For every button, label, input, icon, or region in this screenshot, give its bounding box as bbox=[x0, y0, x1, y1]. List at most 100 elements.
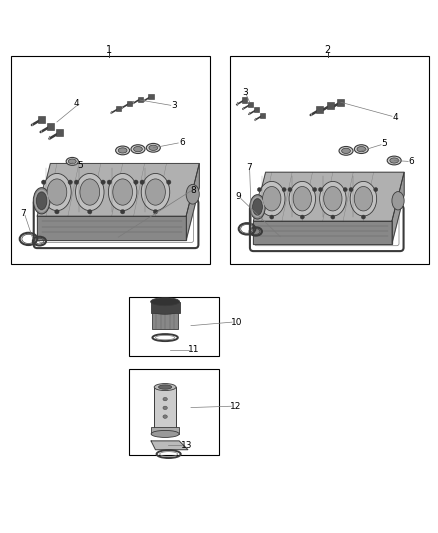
Ellipse shape bbox=[163, 415, 167, 418]
Ellipse shape bbox=[43, 173, 71, 211]
Ellipse shape bbox=[374, 188, 378, 191]
Text: 11: 11 bbox=[188, 345, 199, 354]
Ellipse shape bbox=[318, 188, 322, 191]
Bar bbox=[148, 94, 154, 99]
Ellipse shape bbox=[76, 173, 104, 211]
Bar bbox=[230, 56, 429, 264]
Bar bbox=[129, 297, 219, 356]
Ellipse shape bbox=[300, 215, 304, 219]
Ellipse shape bbox=[42, 180, 46, 184]
Ellipse shape bbox=[146, 143, 160, 152]
Ellipse shape bbox=[288, 188, 292, 191]
Bar bbox=[242, 98, 247, 103]
Ellipse shape bbox=[357, 147, 366, 152]
Bar bbox=[154, 387, 176, 429]
Ellipse shape bbox=[151, 431, 179, 438]
Ellipse shape bbox=[293, 187, 311, 211]
Ellipse shape bbox=[118, 148, 127, 153]
Ellipse shape bbox=[33, 188, 50, 214]
Ellipse shape bbox=[392, 191, 404, 210]
Ellipse shape bbox=[289, 181, 315, 216]
Ellipse shape bbox=[107, 180, 112, 184]
Text: 6: 6 bbox=[179, 138, 185, 147]
Bar bbox=[116, 106, 121, 111]
Text: 4: 4 bbox=[74, 99, 79, 108]
Text: 8: 8 bbox=[190, 186, 196, 195]
Ellipse shape bbox=[113, 179, 132, 205]
Bar bbox=[248, 102, 253, 107]
Text: 12: 12 bbox=[230, 402, 241, 411]
Ellipse shape bbox=[149, 145, 158, 150]
Ellipse shape bbox=[140, 180, 145, 184]
Ellipse shape bbox=[141, 173, 170, 211]
Ellipse shape bbox=[250, 195, 265, 219]
Polygon shape bbox=[151, 441, 188, 450]
Ellipse shape bbox=[120, 209, 125, 214]
Ellipse shape bbox=[350, 181, 377, 216]
Ellipse shape bbox=[387, 156, 401, 165]
Text: 3: 3 bbox=[171, 101, 177, 110]
FancyBboxPatch shape bbox=[39, 205, 194, 243]
Ellipse shape bbox=[258, 188, 261, 191]
Bar bbox=[316, 106, 323, 113]
Ellipse shape bbox=[159, 385, 172, 389]
Ellipse shape bbox=[88, 209, 92, 214]
Text: 4: 4 bbox=[392, 112, 398, 122]
FancyBboxPatch shape bbox=[250, 205, 403, 251]
Bar bbox=[260, 113, 265, 118]
Polygon shape bbox=[254, 172, 404, 221]
Bar bbox=[152, 310, 178, 329]
Ellipse shape bbox=[320, 181, 346, 216]
Bar bbox=[56, 130, 63, 136]
Ellipse shape bbox=[55, 209, 59, 214]
Ellipse shape bbox=[390, 158, 399, 163]
Bar bbox=[129, 369, 219, 455]
Ellipse shape bbox=[282, 188, 286, 191]
Bar bbox=[151, 302, 180, 313]
Ellipse shape bbox=[152, 306, 178, 314]
Text: 5: 5 bbox=[77, 161, 83, 170]
Polygon shape bbox=[37, 164, 199, 216]
Text: 3: 3 bbox=[242, 87, 248, 96]
Text: 6: 6 bbox=[409, 157, 415, 166]
Ellipse shape bbox=[134, 180, 138, 184]
Ellipse shape bbox=[74, 180, 79, 184]
Text: 7: 7 bbox=[246, 163, 252, 172]
Ellipse shape bbox=[131, 145, 145, 154]
Ellipse shape bbox=[116, 146, 130, 155]
Ellipse shape bbox=[354, 145, 368, 154]
Text: 13: 13 bbox=[181, 441, 192, 450]
Bar bbox=[138, 96, 143, 102]
Ellipse shape bbox=[151, 298, 180, 305]
Ellipse shape bbox=[68, 180, 72, 184]
Ellipse shape bbox=[36, 192, 47, 209]
Bar bbox=[38, 116, 45, 123]
Bar bbox=[47, 123, 54, 130]
Ellipse shape bbox=[47, 179, 67, 205]
Text: 10: 10 bbox=[231, 318, 242, 327]
Ellipse shape bbox=[342, 148, 350, 154]
Ellipse shape bbox=[343, 188, 347, 191]
Ellipse shape bbox=[331, 215, 335, 219]
Polygon shape bbox=[392, 172, 404, 244]
Text: 9: 9 bbox=[235, 192, 241, 201]
Bar bbox=[127, 101, 132, 106]
Ellipse shape bbox=[66, 157, 78, 165]
Ellipse shape bbox=[68, 159, 76, 164]
Ellipse shape bbox=[349, 188, 353, 191]
Ellipse shape bbox=[270, 215, 274, 219]
Ellipse shape bbox=[361, 215, 365, 219]
Polygon shape bbox=[186, 164, 199, 240]
Ellipse shape bbox=[134, 147, 142, 152]
Ellipse shape bbox=[166, 180, 171, 184]
Ellipse shape bbox=[101, 180, 105, 184]
Ellipse shape bbox=[145, 179, 165, 205]
Ellipse shape bbox=[339, 147, 353, 155]
Bar bbox=[327, 102, 334, 109]
Bar bbox=[11, 56, 210, 264]
Ellipse shape bbox=[80, 179, 100, 205]
FancyBboxPatch shape bbox=[34, 199, 198, 248]
Bar bbox=[337, 99, 344, 106]
Bar bbox=[151, 427, 179, 434]
Ellipse shape bbox=[324, 187, 342, 211]
